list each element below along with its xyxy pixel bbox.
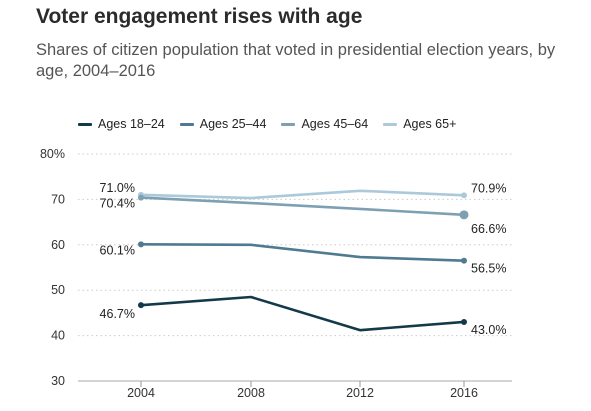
legend-label: Ages 25–44 — [199, 117, 267, 131]
data-point — [459, 210, 469, 220]
legend-label: Ages 18–24 — [98, 117, 165, 131]
legend-item: Ages 45–64 — [281, 117, 368, 131]
legend-swatch — [179, 122, 194, 126]
legend-label: Ages 65+ — [403, 117, 457, 131]
legend-swatch — [383, 122, 398, 126]
series-line — [139, 243, 466, 262]
data-label: 70.9% — [471, 181, 506, 195]
chart-legend: Ages 18–24 Ages 25–44 Ages 45–64 Ages 65+ — [78, 116, 471, 132]
legend-swatch — [281, 122, 296, 126]
data-label: 56.5% — [471, 262, 506, 276]
x-tick-label: 2008 — [237, 386, 265, 400]
legend-item: Ages 18–24 — [78, 117, 165, 131]
y-tick-label: 70 — [51, 192, 65, 206]
data-label: 71.0% — [100, 181, 135, 195]
data-label: 66.6% — [471, 222, 506, 236]
data-point — [138, 194, 144, 201]
series-line — [139, 189, 466, 200]
chart-subtitle: Shares of citizen population that voted … — [36, 41, 556, 80]
data-point — [138, 302, 144, 309]
chart-title: Voter engagement rises with age — [36, 5, 363, 28]
y-tick-label: 60 — [51, 238, 65, 252]
data-label: 60.1% — [100, 243, 135, 257]
data-point — [461, 257, 467, 264]
series-line — [139, 295, 466, 332]
y-tick-label: 80% — [40, 147, 65, 161]
legend-swatch — [78, 122, 92, 126]
data-label: 43.0% — [471, 323, 506, 337]
legend-item: Ages 65+ — [383, 117, 456, 131]
x-tick-label: 2016 — [450, 386, 478, 400]
series-line — [139, 196, 466, 217]
x-tick-label: 2012 — [346, 386, 374, 400]
data-label: 46.7% — [100, 307, 135, 321]
data-point — [138, 241, 144, 248]
legend-label: Ages 45–64 — [301, 117, 369, 131]
data-point — [461, 318, 467, 325]
y-tick-label: 30 — [51, 374, 65, 388]
y-tick-label: 40 — [51, 329, 65, 343]
legend-item: Ages 25–44 — [179, 117, 267, 131]
data-label: 70.4% — [100, 197, 135, 211]
x-tick-label: 2004 — [127, 386, 155, 400]
y-tick-label: 50 — [51, 283, 65, 297]
data-point — [461, 192, 467, 199]
